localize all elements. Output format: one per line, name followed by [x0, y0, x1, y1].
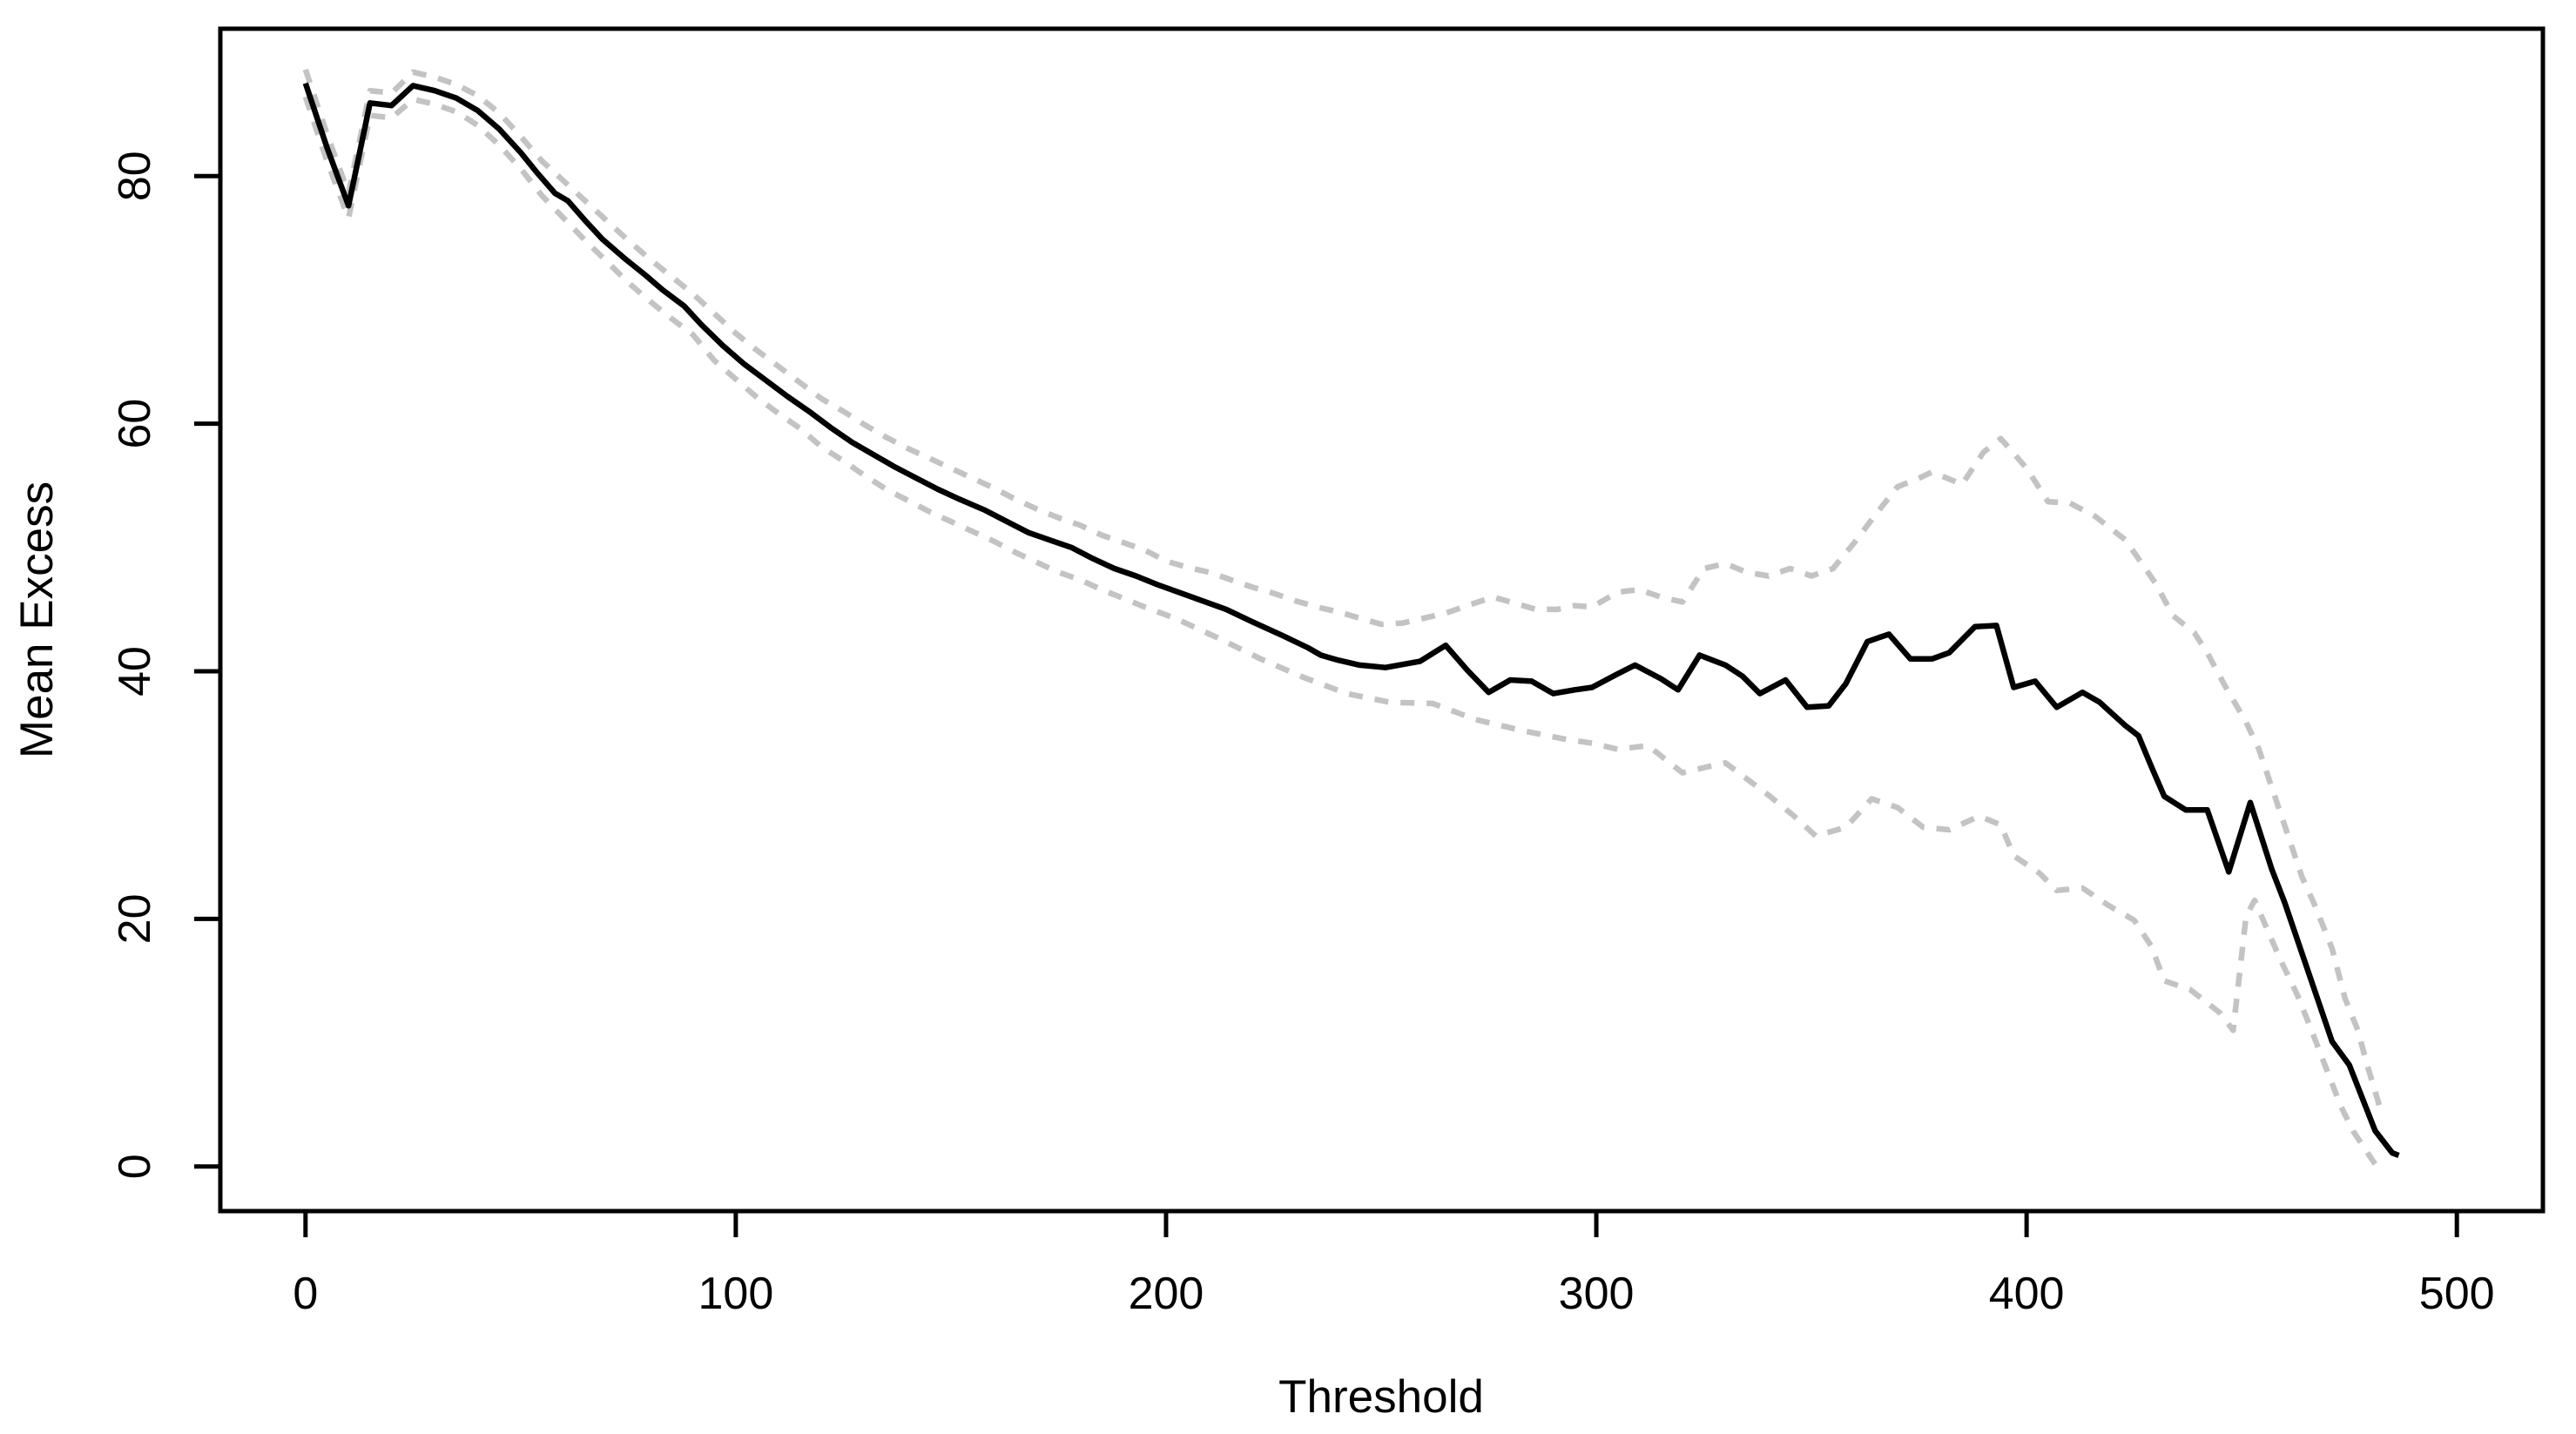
chart-series-group	[302, 68, 2400, 1166]
x-axis-title: Threshold	[1278, 1371, 1484, 1423]
x-axis-ticks	[303, 1211, 2459, 1237]
y-axis-tick-labels: 0 20 40 60 80	[110, 151, 160, 1179]
x-axis-tick-labels: 0 100 200 300 400 500	[293, 1269, 2494, 1319]
x-tick-label-300: 300	[1559, 1269, 1635, 1319]
y-tick-label-40: 40	[110, 646, 160, 697]
y-tick-label-60: 60	[110, 399, 160, 449]
x-tick-label-400: 400	[1989, 1269, 2065, 1319]
y-axis-ticks	[194, 173, 220, 1169]
plot-border	[218, 26, 2546, 1214]
x-tick-label-100: 100	[698, 1269, 774, 1319]
x-tick-label-500: 500	[2419, 1269, 2495, 1319]
y-axis-title: Mean Excess	[11, 481, 63, 758]
y-tick-label-80: 80	[110, 151, 160, 201]
mean-excess-line	[302, 82, 2400, 1159]
y-tick-label-0: 0	[110, 1154, 160, 1179]
y-tick-label-20: 20	[110, 893, 160, 944]
x-tick-label-200: 200	[1129, 1269, 1204, 1319]
x-tick-label-0: 0	[293, 1269, 318, 1319]
lower-confidence-band-line	[302, 96, 2378, 1166]
upper-confidence-band-line	[302, 68, 2383, 1107]
